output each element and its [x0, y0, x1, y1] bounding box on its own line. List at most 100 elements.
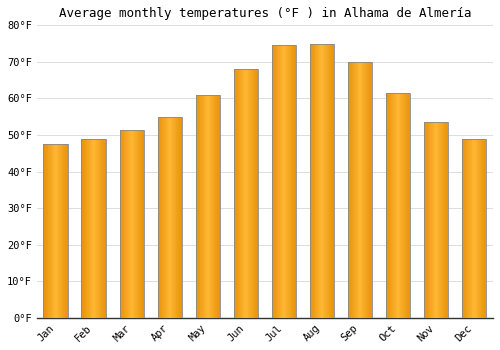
Bar: [49, 144, 50, 318]
Bar: [218, 95, 220, 318]
Bar: [361, 62, 362, 318]
Bar: [485, 139, 486, 318]
Bar: [172, 117, 173, 318]
Bar: [234, 69, 258, 318]
Bar: [93, 139, 94, 318]
Bar: [404, 93, 406, 318]
Bar: [169, 117, 170, 318]
Bar: [327, 43, 328, 318]
Bar: [256, 69, 258, 318]
Bar: [397, 93, 398, 318]
Bar: [99, 139, 100, 318]
Bar: [479, 139, 480, 318]
Bar: [348, 62, 372, 318]
Bar: [354, 62, 355, 318]
Bar: [359, 62, 360, 318]
Bar: [321, 43, 322, 318]
Bar: [130, 130, 131, 318]
Bar: [98, 139, 99, 318]
Bar: [62, 144, 63, 318]
Bar: [424, 122, 426, 318]
Bar: [214, 95, 216, 318]
Bar: [469, 139, 470, 318]
Bar: [399, 93, 400, 318]
Bar: [206, 95, 207, 318]
Bar: [352, 62, 354, 318]
Bar: [393, 93, 394, 318]
Bar: [241, 69, 242, 318]
Bar: [476, 139, 478, 318]
Bar: [475, 139, 476, 318]
Bar: [484, 139, 485, 318]
Bar: [394, 93, 396, 318]
Bar: [350, 62, 351, 318]
Bar: [446, 122, 448, 318]
Bar: [66, 144, 68, 318]
Bar: [278, 46, 279, 318]
Bar: [173, 117, 174, 318]
Bar: [313, 43, 314, 318]
Bar: [279, 46, 280, 318]
Bar: [48, 144, 49, 318]
Bar: [272, 46, 273, 318]
Bar: [276, 46, 278, 318]
Bar: [196, 95, 220, 318]
Bar: [294, 46, 296, 318]
Bar: [176, 117, 178, 318]
Bar: [441, 122, 442, 318]
Bar: [364, 62, 365, 318]
Bar: [431, 122, 432, 318]
Bar: [179, 117, 180, 318]
Bar: [199, 95, 200, 318]
Bar: [402, 93, 403, 318]
Bar: [273, 46, 274, 318]
Bar: [288, 46, 289, 318]
Bar: [46, 144, 47, 318]
Bar: [406, 93, 407, 318]
Bar: [289, 46, 290, 318]
Bar: [210, 95, 211, 318]
Bar: [246, 69, 248, 318]
Bar: [170, 117, 172, 318]
Bar: [159, 117, 160, 318]
Bar: [166, 117, 168, 318]
Bar: [320, 43, 321, 318]
Bar: [103, 139, 104, 318]
Bar: [162, 117, 164, 318]
Bar: [468, 139, 469, 318]
Bar: [272, 46, 296, 318]
Bar: [314, 43, 316, 318]
Bar: [161, 117, 162, 318]
Bar: [480, 139, 482, 318]
Bar: [236, 69, 237, 318]
Bar: [293, 46, 294, 318]
Bar: [56, 144, 58, 318]
Bar: [180, 117, 182, 318]
Bar: [121, 130, 122, 318]
Bar: [430, 122, 431, 318]
Bar: [97, 139, 98, 318]
Bar: [482, 139, 483, 318]
Bar: [282, 46, 283, 318]
Bar: [88, 139, 89, 318]
Bar: [59, 144, 60, 318]
Bar: [368, 62, 369, 318]
Bar: [142, 130, 144, 318]
Bar: [437, 122, 438, 318]
Bar: [134, 130, 135, 318]
Bar: [174, 117, 175, 318]
Bar: [47, 144, 48, 318]
Bar: [92, 139, 93, 318]
Bar: [82, 139, 106, 318]
Bar: [471, 139, 472, 318]
Bar: [386, 93, 388, 318]
Bar: [82, 139, 83, 318]
Bar: [348, 62, 350, 318]
Bar: [312, 43, 313, 318]
Bar: [158, 117, 159, 318]
Bar: [351, 62, 352, 318]
Bar: [251, 69, 252, 318]
Bar: [250, 69, 251, 318]
Bar: [317, 43, 318, 318]
Bar: [436, 122, 437, 318]
